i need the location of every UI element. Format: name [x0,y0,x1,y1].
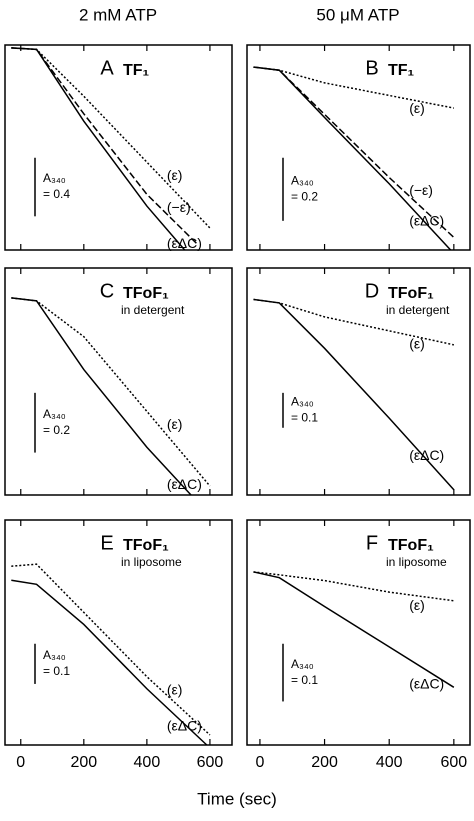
series-label: (εΔC) [167,717,202,733]
scale-bar-label: = 0.1 [291,673,318,687]
panel-letter: D [365,280,379,302]
x-axis-label: Time (sec) [197,789,277,808]
column-title: 2 mM ATP [79,5,157,24]
data-line [11,297,192,496]
series-label: (ε) [409,336,425,352]
scale-bar-title: A₃₄₀ [291,657,314,671]
panel-letter: E [100,532,113,554]
plot-frame [246,519,471,746]
series-label: (ε) [167,167,183,183]
scale-bar-label: = 0.4 [43,187,70,201]
plot-frame [4,267,233,496]
panel-letter: B [365,57,378,79]
data-line [11,563,211,736]
x-tick-label: 0 [255,754,264,771]
series-label: (ε) [409,100,425,116]
x-tick-label: 600 [440,754,467,771]
plot-frame [246,267,471,496]
x-tick-label: 200 [70,754,97,771]
scale-bar-title: A₃₄₀ [43,648,66,662]
panel-letter: A [100,57,114,79]
scale-bar-title: A₃₄₀ [43,171,66,185]
panel-title: TFoF₁ [388,537,434,554]
data-line [253,571,454,602]
data-line [253,571,455,688]
column-title: 50 μM ATP [316,5,399,24]
panel-subtitle: in detergent [386,303,450,317]
panel-title: TFoF₁ [123,537,169,554]
scale-bar-title: A₃₄₀ [291,394,314,408]
data-line [253,66,452,251]
series-label: (ε) [167,416,183,432]
scale-bar-label: = 0.1 [43,664,70,678]
scale-bar-label: = 0.2 [43,423,70,437]
x-tick-label: 600 [197,754,224,771]
panel-title: TFoF₁ [123,285,169,302]
panel-title: TFoF₁ [388,285,434,302]
series-label: (εΔC) [409,212,444,228]
data-line [11,47,186,251]
x-tick-label: 200 [311,754,338,771]
plot-frame [4,44,233,251]
series-label: (εΔC) [167,235,202,251]
series-label: (εΔC) [409,676,444,692]
panel-subtitle: in liposome [386,555,447,569]
x-tick-label: 400 [134,754,161,771]
series-label: (−ε) [167,199,191,215]
x-tick-label: 400 [376,754,403,771]
panel-title: TF₁ [388,62,415,79]
data-line [11,297,211,487]
series-label: (εΔC) [167,476,202,492]
scale-bar-title: A₃₄₀ [291,173,314,187]
series-label: (−ε) [409,182,433,198]
x-tick-label: 0 [16,754,25,771]
panel-letter: C [100,280,114,302]
data-line [253,298,455,491]
series-label: (εΔC) [409,447,444,463]
series-label: (ε) [409,597,425,613]
scale-bar-title: A₃₄₀ [43,407,66,421]
series-label: (ε) [167,681,183,697]
scale-bar-label: = 0.1 [291,410,318,424]
data-line [11,579,208,746]
scale-bar-label: = 0.2 [291,189,318,203]
panel-title: TF₁ [123,62,150,79]
plot-frame [246,44,471,251]
panel-letter: F [366,532,378,554]
plot-frame [4,519,233,746]
panel-subtitle: in liposome [121,555,182,569]
panel-subtitle: in detergent [121,303,185,317]
